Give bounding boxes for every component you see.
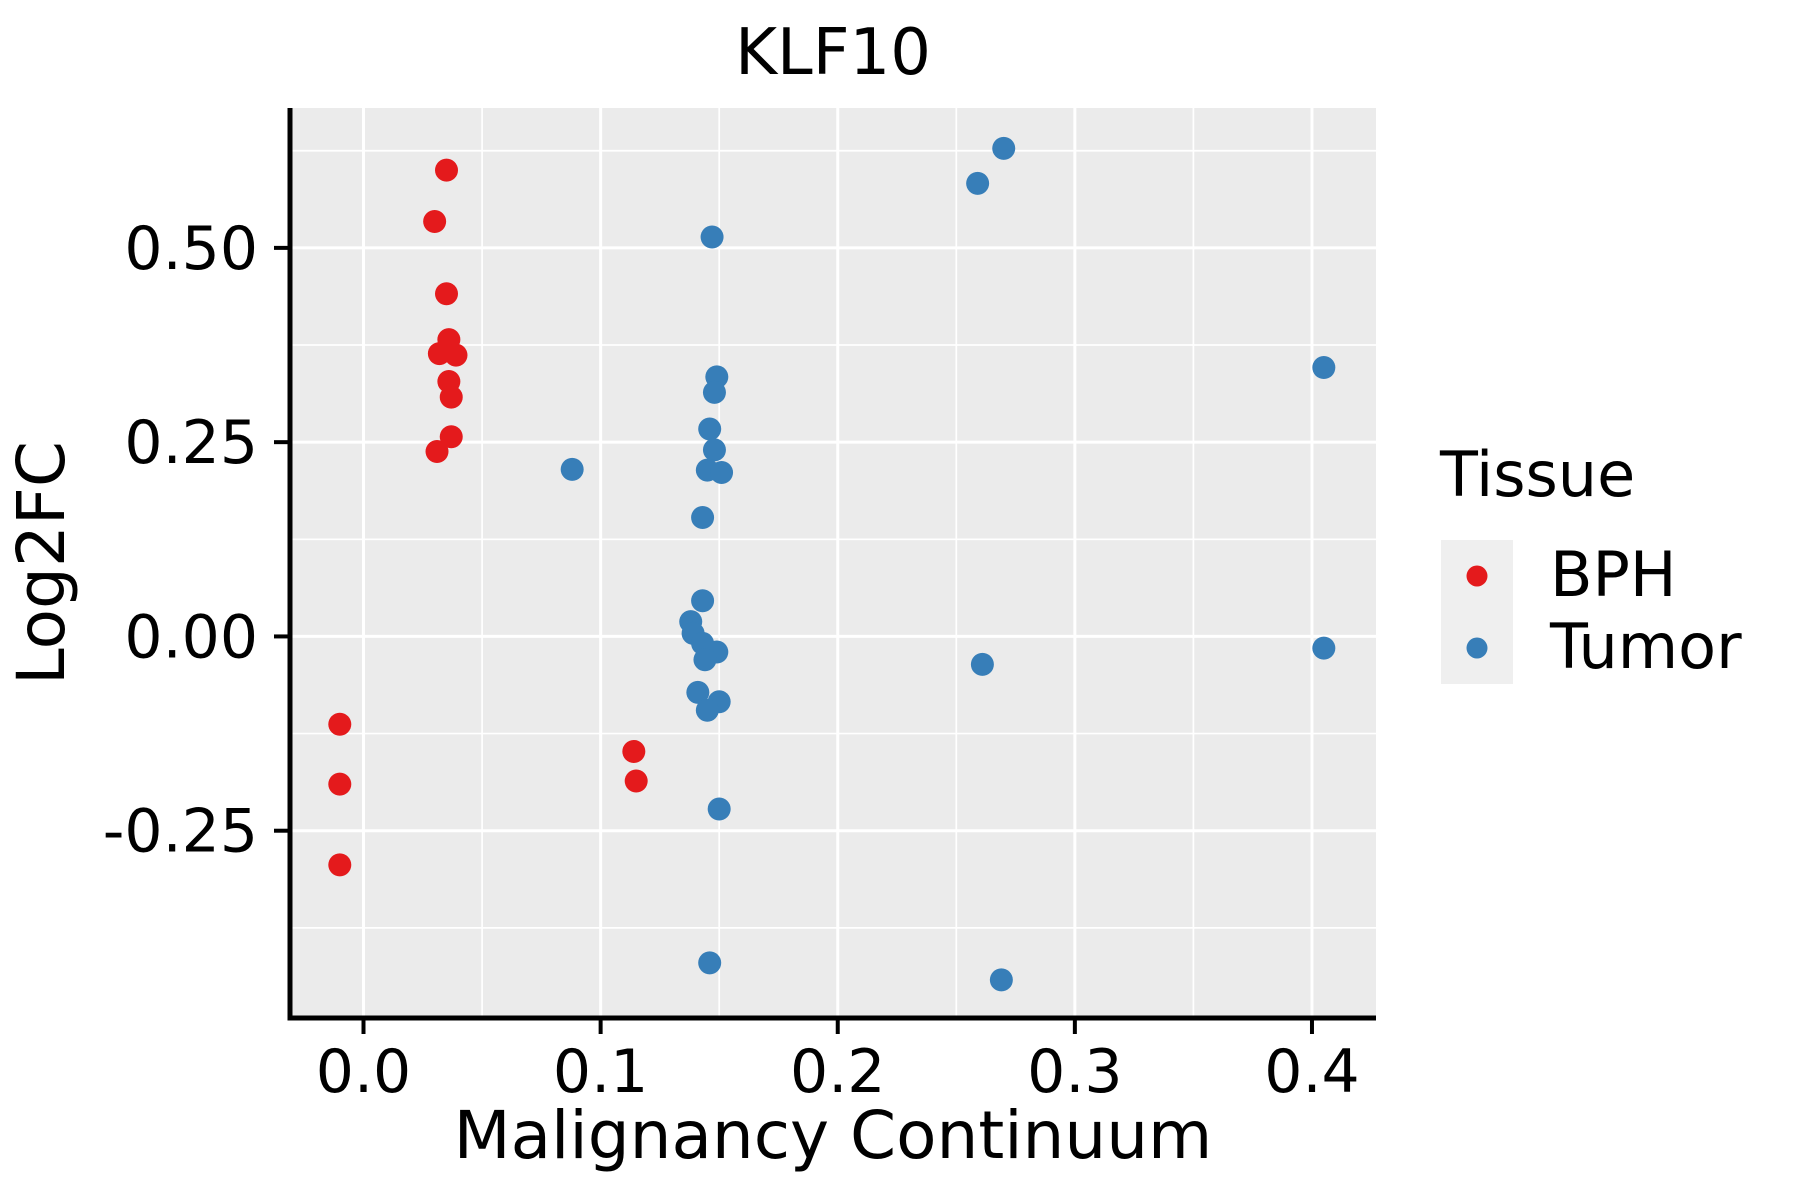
data-point-tumor [700, 225, 724, 249]
legend-swatch-bph-icon [1466, 565, 1488, 587]
data-point-tumor [695, 698, 719, 722]
y-tick-label: 0.50 [124, 214, 258, 284]
data-point-bph [444, 343, 468, 367]
x-axis-title: Malignancy Continuum [454, 1097, 1213, 1174]
data-point-tumor [966, 171, 990, 195]
data-point-tumor [560, 457, 584, 481]
major-gridlines [290, 108, 1376, 1018]
tick-labels: 0.0 0.1 0.2 0.3 0.4 0.50 0.25 0.00 -0.25 [103, 214, 1360, 1107]
data-point-bph [624, 769, 648, 793]
x-tick-label: 0.2 [790, 1037, 885, 1107]
data-point-bph [434, 158, 458, 182]
data-point-bph [328, 853, 352, 877]
data-point-bph [439, 385, 463, 409]
data-point-bph [425, 439, 449, 463]
data-point-tumor [970, 652, 994, 676]
data-point-tumor [698, 417, 722, 441]
data-point-tumor [989, 968, 1013, 992]
axis-lines [287, 108, 1376, 1021]
legend-label: Tumor [1549, 610, 1742, 683]
x-tick-label: 0.4 [1264, 1037, 1359, 1107]
data-point-tumor [691, 506, 715, 530]
x-tick-label: 0.3 [1027, 1037, 1122, 1107]
data-point-bph [434, 282, 458, 306]
data-point-tumor [710, 460, 734, 484]
data-points-layer [328, 136, 1336, 992]
plot-title: KLF10 [735, 16, 931, 90]
x-tick-label: 0.0 [316, 1037, 411, 1107]
data-point-tumor [702, 380, 726, 404]
y-axis-title: Log2FC [3, 441, 80, 685]
legend-title: Tissue [1439, 438, 1635, 511]
data-point-bph [328, 772, 352, 796]
data-point-bph [423, 209, 447, 233]
y-tick-label: -0.25 [103, 797, 258, 867]
data-point-tumor [707, 797, 731, 821]
data-point-bph [328, 712, 352, 736]
data-point-tumor [1312, 356, 1336, 380]
legend-swatch-tumor-icon [1466, 637, 1488, 659]
data-point-bph [622, 739, 646, 763]
y-tick-label: 0.25 [124, 408, 258, 478]
tick-marks [274, 245, 1314, 1034]
data-point-bph [439, 425, 463, 449]
y-tick-label: 0.00 [124, 602, 258, 672]
data-point-tumor [702, 438, 726, 462]
legend-label: BPH [1550, 538, 1677, 611]
data-point-tumor [992, 136, 1016, 160]
data-point-tumor [698, 951, 722, 975]
x-tick-label: 0.1 [553, 1037, 648, 1107]
data-point-bph [427, 342, 451, 366]
data-point-tumor [693, 648, 717, 672]
data-point-tumor [691, 589, 715, 613]
data-point-tumor [686, 680, 710, 704]
plot-panel [290, 108, 1376, 1018]
data-point-tumor [1312, 636, 1336, 660]
minor-gridlines [290, 108, 1376, 1018]
